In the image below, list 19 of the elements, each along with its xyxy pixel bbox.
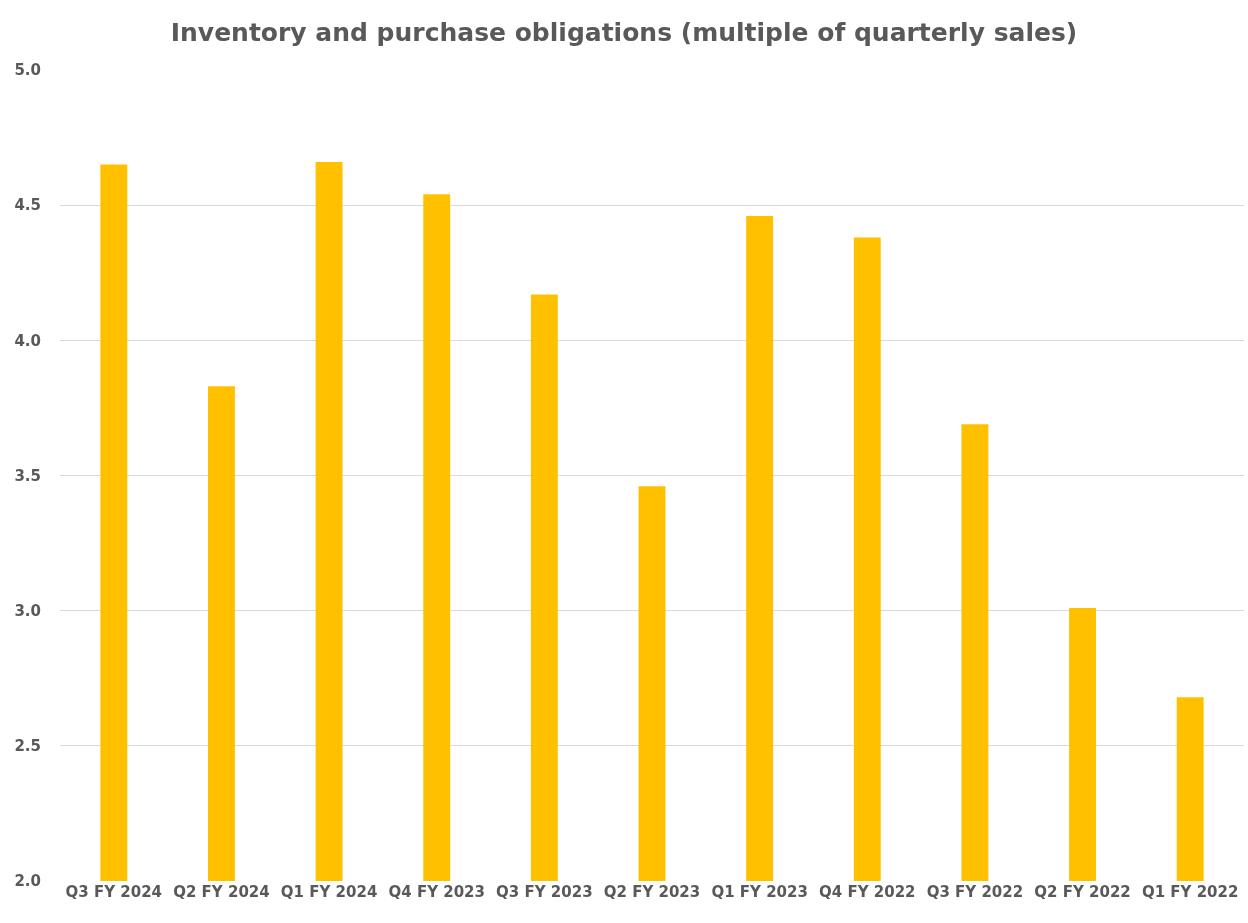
x-tick-label: Q1 FY 2022 [1141, 883, 1239, 901]
x-tick-label: Q2 FY 2024 [173, 883, 270, 901]
x-tick-label: Q3 FY 2022 [926, 883, 1024, 901]
chart-title: Inventory and purchase obligations (multiple of quarterly sales) [170, 17, 1078, 47]
y-tick-label: 2.5 [14, 737, 41, 756]
x-tick-label: Q3 FY 2024 [65, 883, 163, 901]
x-tick-label: Q3 FY 2023 [496, 883, 593, 901]
y-tick-label: 4.5 [14, 196, 41, 215]
x-tick-label: Q4 FY 2023 [388, 883, 485, 901]
y-tick-label: 5.0 [14, 61, 41, 80]
x-tick-label: Q2 FY 2023 [603, 883, 701, 901]
x-tick-label: Q2 FY 2022 [1034, 883, 1131, 901]
x-tick-label: Q4 FY 2022 [819, 883, 916, 901]
y-tick-label: 3.5 [14, 466, 41, 485]
y-tick-label: 3.0 [14, 601, 41, 620]
y-tick-label: 2.0 [14, 872, 41, 891]
x-tick-label: Q1 FY 2024 [280, 883, 378, 901]
x-tick-label: Q1 FY 2023 [711, 883, 808, 901]
y-tick-label: 4.0 [14, 331, 41, 350]
